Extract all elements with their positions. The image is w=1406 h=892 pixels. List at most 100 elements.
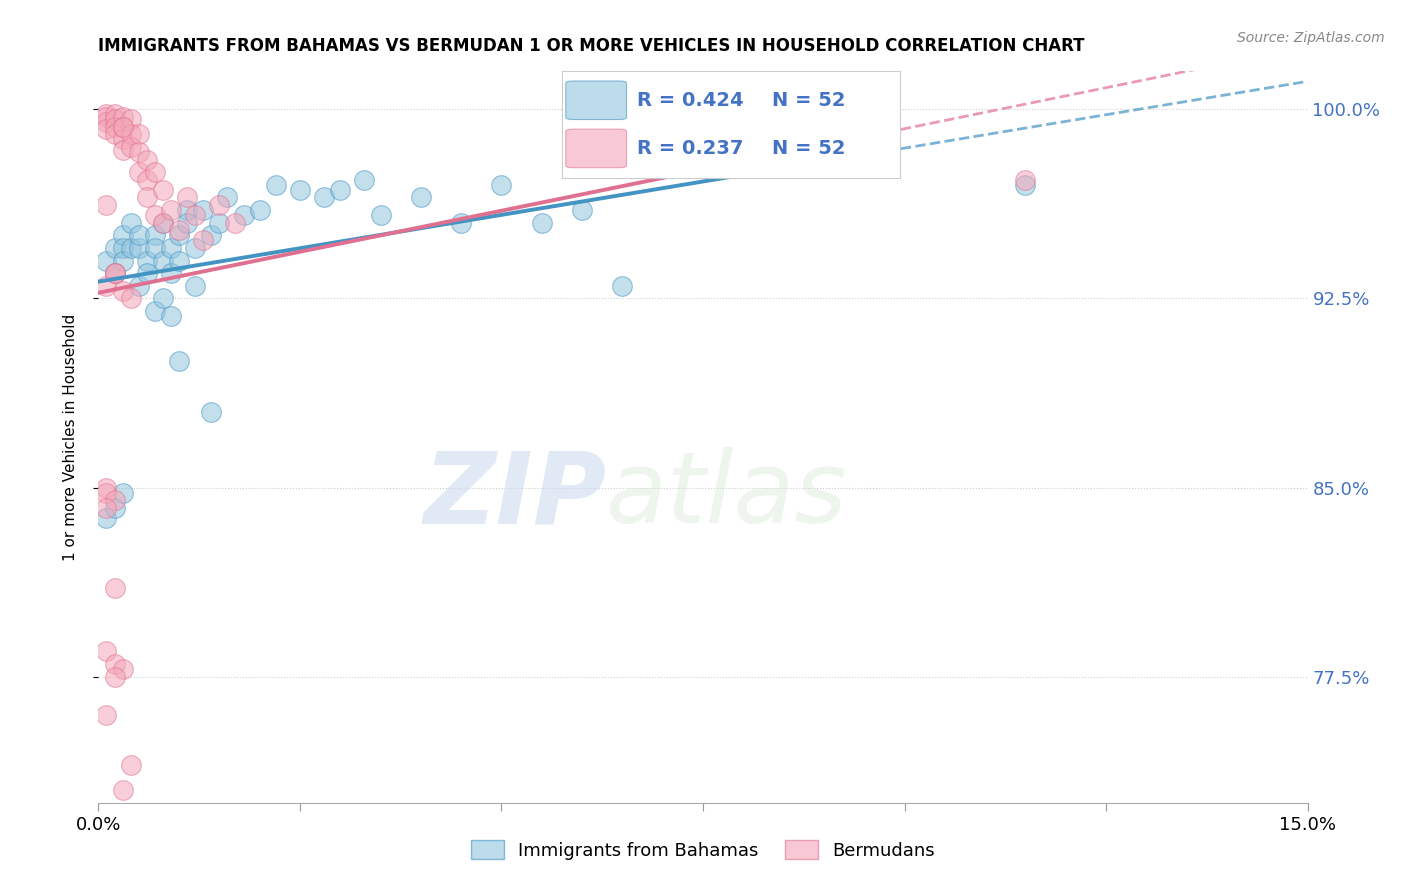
Point xyxy=(232,208,254,222)
Point xyxy=(160,309,183,323)
Point xyxy=(103,657,125,671)
Text: Source: ZipAtlas.com: Source: ZipAtlas.com xyxy=(1237,31,1385,45)
Point xyxy=(96,510,118,524)
Point xyxy=(96,115,118,129)
Point xyxy=(120,758,142,772)
Point xyxy=(571,203,593,218)
Point xyxy=(152,216,174,230)
Point xyxy=(184,278,207,293)
Point xyxy=(370,208,392,222)
Point xyxy=(96,107,118,121)
Point xyxy=(152,253,174,268)
Point xyxy=(152,183,174,197)
Point xyxy=(103,241,125,255)
Point xyxy=(128,278,150,293)
Point xyxy=(208,198,231,212)
Point xyxy=(143,228,166,243)
Y-axis label: 1 or more Vehicles in Household: 1 or more Vehicles in Household xyxy=(63,313,77,561)
Point xyxy=(111,662,134,676)
Point xyxy=(450,216,472,230)
Point xyxy=(103,266,125,280)
Text: IMMIGRANTS FROM BAHAMAS VS BERMUDAN 1 OR MORE VEHICLES IN HOUSEHOLD CORRELATION : IMMIGRANTS FROM BAHAMAS VS BERMUDAN 1 OR… xyxy=(98,37,1085,54)
Point xyxy=(96,500,118,515)
Point xyxy=(167,253,190,268)
Point xyxy=(491,178,513,192)
Point xyxy=(103,128,125,142)
Point xyxy=(193,203,215,218)
Point xyxy=(143,241,166,255)
Point xyxy=(143,165,166,179)
Text: atlas: atlas xyxy=(606,447,848,544)
Text: N = 52: N = 52 xyxy=(772,91,845,110)
Point xyxy=(1014,178,1036,192)
Point xyxy=(103,500,125,515)
Point xyxy=(184,208,207,222)
Point xyxy=(184,241,207,255)
Text: R = 0.424: R = 0.424 xyxy=(637,91,744,110)
Point xyxy=(111,284,134,298)
Text: N = 52: N = 52 xyxy=(772,139,845,158)
Point xyxy=(120,291,142,305)
Point xyxy=(217,190,239,204)
Point xyxy=(143,304,166,318)
Point xyxy=(103,670,125,684)
Point xyxy=(96,485,118,500)
Point xyxy=(224,216,246,230)
Point xyxy=(96,122,118,136)
Point xyxy=(176,203,198,218)
Point xyxy=(176,216,198,230)
Point xyxy=(111,253,134,268)
Point xyxy=(128,165,150,179)
Point xyxy=(152,216,174,230)
Point xyxy=(200,228,222,243)
Point xyxy=(103,493,125,508)
Point xyxy=(167,354,190,368)
Point xyxy=(96,198,118,212)
Point xyxy=(120,128,142,142)
Point xyxy=(143,208,166,222)
Point xyxy=(530,216,553,230)
Point xyxy=(135,253,157,268)
Point xyxy=(128,128,150,142)
Point xyxy=(103,120,125,134)
Point xyxy=(1014,173,1036,187)
Point xyxy=(160,266,183,280)
Point xyxy=(128,228,150,243)
Point xyxy=(135,190,157,204)
Point xyxy=(160,241,183,255)
Point xyxy=(353,173,375,187)
Point xyxy=(111,110,134,124)
Point xyxy=(128,241,150,255)
Point xyxy=(120,140,142,154)
Point xyxy=(96,110,118,124)
Point xyxy=(120,216,142,230)
Point xyxy=(96,278,118,293)
Point xyxy=(96,253,118,268)
Point xyxy=(135,173,157,187)
Point xyxy=(111,132,134,146)
Point xyxy=(111,485,134,500)
Point xyxy=(103,266,125,280)
Point xyxy=(167,228,190,243)
Point xyxy=(111,241,134,255)
Point xyxy=(152,291,174,305)
Point xyxy=(128,145,150,159)
Point xyxy=(111,228,134,243)
Point xyxy=(176,190,198,204)
Point xyxy=(111,120,134,134)
Point xyxy=(111,120,134,134)
Point xyxy=(208,216,231,230)
Point xyxy=(612,278,634,293)
Point xyxy=(264,178,287,192)
Point xyxy=(103,107,125,121)
Text: ZIP: ZIP xyxy=(423,447,606,544)
Point xyxy=(135,153,157,167)
Point xyxy=(111,783,134,797)
Point xyxy=(135,266,157,280)
Point xyxy=(409,190,432,204)
Point xyxy=(120,241,142,255)
FancyBboxPatch shape xyxy=(565,129,627,168)
Point xyxy=(200,405,222,419)
Point xyxy=(96,707,118,722)
Point xyxy=(96,644,118,658)
